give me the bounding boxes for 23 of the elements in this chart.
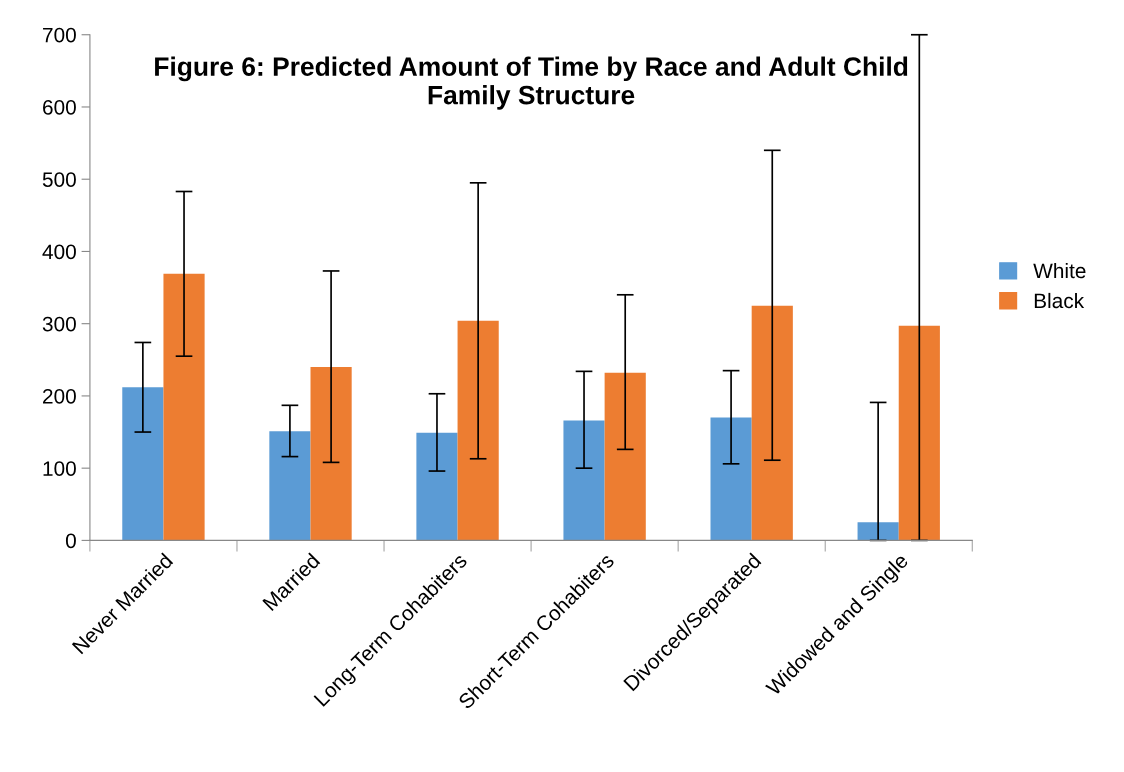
bar (269, 431, 311, 541)
legend-label: White (1033, 262, 1086, 279)
bar (604, 372, 646, 541)
y-tick-label: 0 (65, 533, 76, 549)
bar (751, 305, 793, 541)
text: Figure 6: Predicted Amount of Time by Race and Adult Child Family Structure (155, 56, 908, 110)
y-tick-label: 100 (43, 461, 76, 476)
bar (710, 417, 752, 541)
bar (163, 273, 205, 541)
legend-label: Black (1034, 292, 1085, 309)
y-tick-label: 200 (43, 388, 76, 404)
bar (122, 387, 164, 541)
bar (563, 420, 605, 541)
y-tick-label: 700 (43, 27, 76, 43)
bar (416, 432, 458, 541)
y-tick-label: 600 (43, 99, 76, 115)
y-tick-label: 400 (42, 244, 76, 260)
y-tick-label: 300 (42, 316, 76, 332)
bar (857, 522, 899, 541)
bar (457, 320, 499, 541)
bar (310, 367, 352, 541)
y-tick-label: 500 (42, 172, 76, 187)
bar (898, 325, 940, 541)
